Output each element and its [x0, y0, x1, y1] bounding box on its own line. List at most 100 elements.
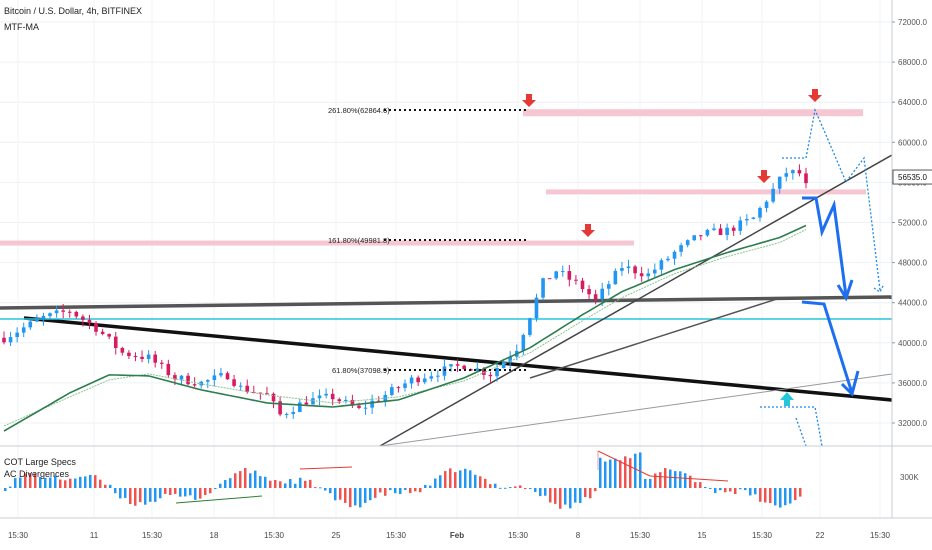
histogram-bar [14, 478, 17, 488]
fib-label: 61.80%(37098.9) [332, 366, 390, 375]
histogram-bar [159, 488, 162, 499]
histogram-bar [69, 478, 72, 488]
candle-body [87, 319, 92, 323]
candle-body [751, 217, 756, 219]
histogram-bar [104, 484, 107, 488]
histogram-bar [499, 487, 502, 489]
ascending-trendline-2 [529, 297, 781, 379]
candle-body [797, 170, 802, 174]
divergence-line [649, 475, 729, 482]
histogram-bar [669, 469, 672, 488]
candle-body [666, 258, 670, 261]
histogram-bar [579, 488, 582, 503]
lower-axis-label: 300K [900, 473, 919, 482]
candle-body [725, 227, 729, 235]
candle-body [8, 337, 13, 343]
histogram-bar [769, 488, 772, 503]
histogram-bar [514, 486, 517, 488]
histogram-bar [304, 480, 307, 488]
current-price-label: 56535.0 [898, 173, 927, 182]
histogram-bar [374, 488, 377, 498]
time-tick-label: 15:30 [8, 531, 29, 540]
histogram-bar [124, 488, 127, 498]
histogram-bar [239, 471, 242, 488]
projection-arrowhead-2 [840, 370, 860, 397]
candle-body [350, 399, 355, 406]
divergence-line [299, 466, 353, 470]
time-tick-label: 22 [816, 531, 825, 540]
ac-label: AC Divergences [4, 469, 70, 479]
histogram-bar [264, 476, 267, 488]
histogram-bar [449, 468, 452, 488]
candle-body [238, 385, 243, 387]
histogram-bar [594, 488, 597, 492]
candle-body [212, 375, 217, 381]
time-tick-label: 15:30 [264, 531, 285, 540]
time-axis[interactable]: 15:30 11 15:30 18 15:30 25 15:30 Feb 15:30 8 15:30… [8, 531, 891, 540]
histogram-bar [759, 488, 762, 502]
histogram-bar [144, 488, 147, 505]
candle-body [258, 392, 263, 394]
dotted-projection-2 [760, 406, 823, 447]
candle-body [455, 364, 460, 366]
candle-body [48, 313, 52, 317]
time-tick-label: 15:30 [630, 531, 651, 540]
histogram-bar [689, 475, 692, 488]
histogram-bar [444, 471, 447, 488]
histogram-bar [399, 488, 402, 495]
time-tick-label: 15:30 [870, 531, 891, 540]
candle-body [436, 375, 440, 377]
candle-body [363, 407, 368, 409]
histogram-bar [504, 487, 507, 489]
candle-body [587, 289, 591, 295]
histogram-bar [639, 452, 642, 488]
fib-label: 261.80%(62864.6) [328, 106, 390, 115]
candle-body [462, 365, 466, 370]
histogram-bar [454, 472, 457, 488]
candle-body [626, 266, 631, 269]
histogram-bar [734, 488, 737, 495]
time-tick-label: 18 [210, 531, 219, 540]
candle-body [620, 268, 624, 271]
candle-body [304, 402, 309, 405]
candle-body [764, 201, 769, 208]
sell-arrow [808, 89, 822, 102]
candle-body [409, 377, 414, 384]
histogram-bar [349, 488, 352, 508]
time-tick-label: 15 [698, 531, 707, 540]
candle-body [271, 393, 276, 402]
histogram-bar [599, 457, 602, 488]
histogram-bar [154, 488, 157, 502]
price-tick-label: 60000.0 [898, 138, 927, 147]
histogram-bar [789, 488, 792, 504]
candle-body [219, 373, 223, 376]
histogram-bar [709, 488, 712, 489]
candle-body [403, 383, 407, 388]
candle-body [574, 279, 578, 281]
histogram-bar [79, 476, 82, 488]
histogram-bar [574, 488, 577, 503]
fibonacci-zones [0, 109, 866, 246]
candle-body [791, 170, 795, 174]
candle-body [429, 376, 434, 379]
histogram-bar [479, 476, 482, 488]
histogram-bar [684, 473, 687, 488]
histogram-bar [229, 478, 232, 488]
sell-arrow [581, 224, 595, 237]
histogram-bar [269, 480, 272, 488]
ma-fast-line [3, 224, 807, 432]
histogram-bar [604, 461, 607, 488]
divergence-line [597, 450, 651, 477]
candle-body [679, 245, 683, 252]
projection-path-1 [802, 196, 848, 297]
price-axis[interactable]: 32000.0 36000.0 40000.0 44000.0 48000.0 52000… [891, 0, 932, 518]
histogram-bar [544, 488, 547, 496]
histogram-bar [129, 488, 132, 505]
histogram-bar [204, 488, 207, 496]
histogram-bar [764, 488, 767, 503]
candle-body [422, 378, 427, 383]
histogram-bar [749, 488, 752, 496]
fib-zone-161 [0, 240, 634, 246]
histogram-bar [729, 488, 732, 492]
histogram-bar [589, 488, 592, 499]
